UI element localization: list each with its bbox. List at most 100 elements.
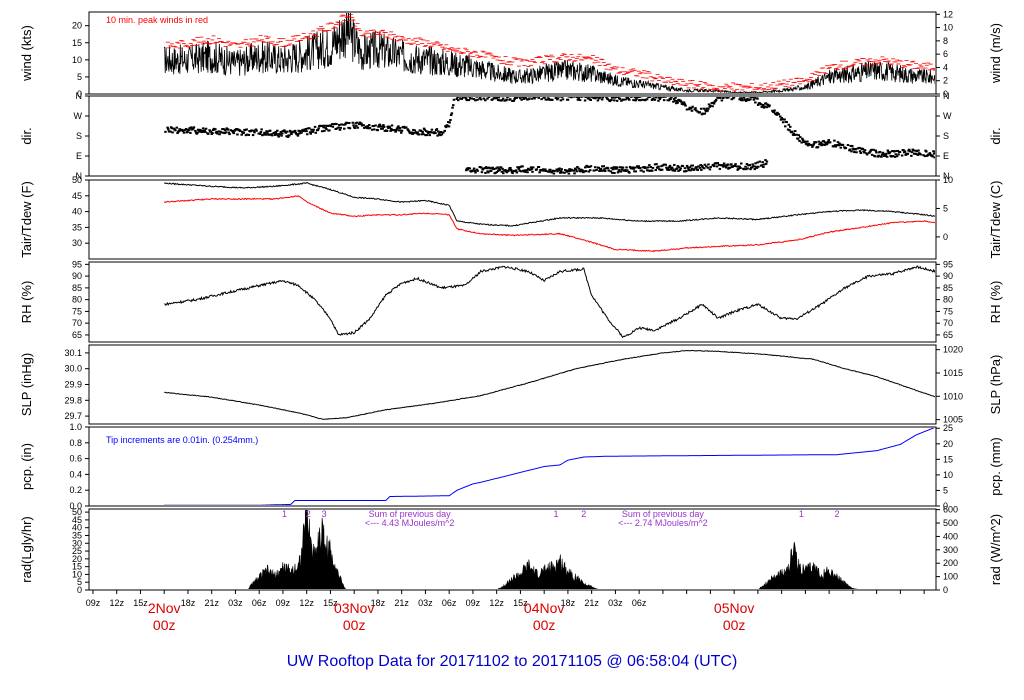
wind-direction-point — [343, 127, 346, 130]
wind-direction-point — [890, 150, 894, 153]
wind-direction-point — [296, 133, 299, 136]
y-axis-label: Tair/Tdew (F) — [19, 181, 34, 258]
y-tick-label-right: 65 — [943, 330, 953, 340]
wind-direction-point — [194, 129, 197, 132]
wind-direction-point — [904, 153, 907, 156]
wind-direction-point — [521, 165, 524, 168]
wind-direction-point — [551, 169, 555, 172]
wind-direction-point — [555, 168, 558, 171]
wind-direction-point — [447, 121, 450, 124]
wind-direction-point — [533, 97, 536, 100]
panel-frame — [88, 179, 937, 260]
wind-direction-point — [537, 97, 541, 99]
wind-direction-point — [725, 97, 729, 99]
wind-direction-point — [765, 160, 769, 163]
wind-direction-point — [806, 140, 809, 143]
wind-direction-point — [347, 126, 350, 129]
wind-direction-point — [217, 130, 221, 133]
wind-direction-point — [818, 143, 822, 146]
wind-direction-point — [551, 98, 554, 101]
wind-direction-point — [259, 131, 263, 134]
wind-direction-point — [834, 145, 838, 148]
wind-direction-point — [759, 103, 763, 106]
wind-direction-point — [637, 165, 640, 168]
y-tick-label: 29.8 — [64, 395, 82, 405]
wind-direction-point — [262, 133, 266, 136]
wind-direction-point — [635, 98, 638, 101]
wind-direction-point — [893, 155, 897, 158]
y-tick-label: E — [76, 151, 82, 161]
y-axis-label: SLP (inHg) — [19, 353, 34, 416]
wind-direction-point — [762, 165, 765, 168]
wind-direction-point — [484, 171, 487, 174]
wind-direction-point — [430, 128, 434, 131]
wind-direction-point — [873, 155, 877, 158]
wind-direction-point — [436, 134, 439, 137]
y-tick-label: 75 — [72, 306, 82, 316]
wind-direction-point — [505, 171, 509, 174]
wind-direction-point — [584, 97, 588, 98]
panel-frame — [88, 344, 937, 425]
wind-direction-point — [475, 97, 479, 98]
wind-direction-point — [394, 130, 397, 133]
wind-direction-point — [271, 134, 274, 137]
wind-direction-point — [208, 129, 211, 132]
wind-direction-point — [659, 97, 662, 99]
wind-direction-point — [334, 127, 337, 130]
wind-direction-point — [724, 97, 727, 98]
wind-direction-point — [312, 128, 315, 131]
day-label: 04Nov — [524, 600, 564, 616]
y-tick-label: 0.8 — [69, 438, 82, 448]
wind-direction-point — [699, 164, 702, 167]
wind-direction-point — [510, 170, 514, 173]
x-tick-label: 12z — [109, 598, 124, 608]
wind-direction-point — [285, 135, 288, 138]
wind-direction-point — [675, 100, 679, 103]
wind-direction-point — [474, 171, 477, 174]
day-label: 2Nov — [148, 600, 181, 616]
y-tick-label: 50 — [72, 175, 82, 185]
y-tick-label: 50 — [72, 507, 82, 517]
wind-direction-point — [822, 140, 825, 143]
wind-direction-point — [609, 170, 613, 173]
wind-direction-point — [437, 133, 441, 136]
y-tick-label-right: 1005 — [943, 415, 963, 425]
wind-direction-point — [316, 128, 320, 131]
wind-direction-point — [907, 148, 911, 151]
wind-direction-point — [786, 128, 790, 131]
wind-direction-point — [544, 170, 548, 173]
wind-direction-point — [469, 97, 472, 100]
wind-direction-point — [913, 152, 917, 155]
wind-direction-point — [523, 169, 526, 172]
wind-direction-point — [593, 166, 597, 169]
plot-area — [163, 13, 935, 93]
wind-direction-point — [666, 99, 669, 102]
wind-direction-point — [247, 133, 251, 136]
plot-area — [247, 510, 858, 589]
wind-direction-point — [204, 130, 207, 133]
wind-direction-point — [725, 166, 728, 169]
wind-direction-point — [726, 163, 729, 166]
wind-direction-point — [893, 150, 896, 153]
wind-direction-point — [885, 155, 889, 158]
wind-direction-point — [164, 130, 167, 133]
wind-direction-point — [467, 167, 470, 170]
panel-frame — [88, 11, 937, 95]
wind-direction-point — [499, 166, 503, 169]
wind-direction-point — [573, 97, 576, 98]
wind-direction-point — [559, 170, 563, 173]
y-tick-label-right: E — [943, 151, 949, 161]
wind-direction-point — [471, 169, 474, 172]
x-tick-label: 09z — [86, 598, 101, 608]
wind-direction-point — [497, 97, 501, 99]
wind-direction-point — [647, 97, 650, 99]
y-tick-label: 30.0 — [64, 364, 82, 374]
wind-direction-point — [667, 168, 670, 171]
wind-direction-point — [393, 129, 397, 132]
wind-direction-point — [576, 166, 579, 169]
wind-direction-point — [175, 126, 179, 129]
wind-direction-point — [191, 128, 194, 131]
wind-direction-point — [708, 105, 711, 108]
wind-direction-point — [628, 165, 632, 168]
wind-direction-point — [487, 171, 490, 174]
